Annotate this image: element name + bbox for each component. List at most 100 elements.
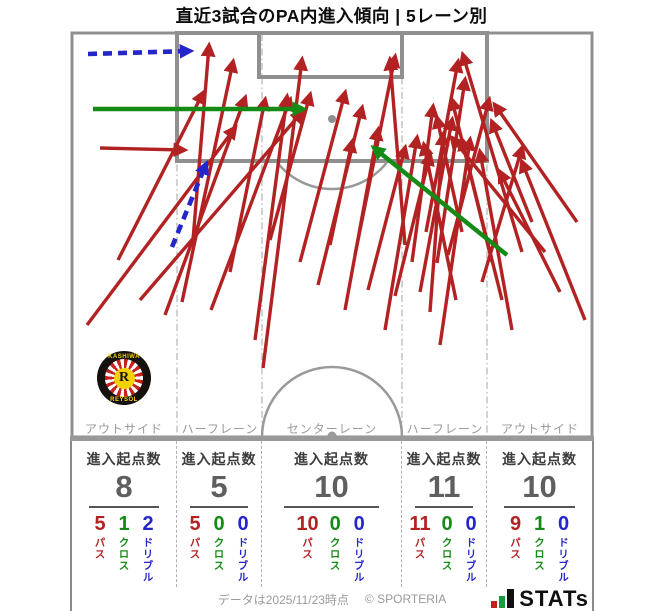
breakdown-cross: 1 クロス xyxy=(532,513,547,583)
stats-col-half-left: 進入起点数 5 5 パス 0 クロス 0 ドリブル xyxy=(177,441,262,587)
arrow-pass xyxy=(438,135,476,346)
divider-rule xyxy=(190,505,248,508)
metric-label: 進入起点数 xyxy=(294,451,369,467)
arrow-pass xyxy=(428,130,450,313)
cross-count: 0 xyxy=(441,512,453,535)
breakdown-dribble: 0 ドリブル xyxy=(352,513,367,583)
dribble-count: 0 xyxy=(465,512,477,535)
metric-label: 進入起点数 xyxy=(181,451,257,467)
pass-label: パス xyxy=(413,536,426,560)
arrow-pass xyxy=(446,95,494,256)
center-circle xyxy=(260,365,404,438)
arrow-pass xyxy=(261,55,309,369)
origins-count: 10 xyxy=(522,469,557,504)
pass-count: 10 xyxy=(296,512,319,535)
breakdown-dribble: 0 ドリブル xyxy=(236,513,251,583)
breakdown-pass: 9 パス xyxy=(508,513,523,583)
origins-count: 10 xyxy=(314,469,349,504)
arrow-pass xyxy=(180,57,239,303)
breakdown-cross: 1 クロス xyxy=(117,513,132,583)
arrow-pass xyxy=(99,142,189,158)
cross-count: 1 xyxy=(533,512,546,535)
arrow-pass xyxy=(191,41,216,241)
pass-label: パス xyxy=(93,536,106,560)
origins-count: 5 xyxy=(210,469,228,504)
arrow-pass xyxy=(480,143,527,283)
cross-label: クロス xyxy=(117,536,130,572)
arrow-pass xyxy=(253,92,294,341)
arrow-pass xyxy=(209,95,294,311)
penalty-spot xyxy=(328,115,336,123)
pass-count: 11 xyxy=(409,512,431,535)
footer: データは2025/11/23時点 © SPORTERIA STATs xyxy=(72,587,592,611)
arrow-pass xyxy=(457,135,504,301)
arrow-pass xyxy=(116,89,206,261)
breakdown-pass: 5 パス xyxy=(188,513,203,583)
breakdown: 9 パス 1 クロス 0 ドリブル xyxy=(487,513,592,583)
dribble-label: ドリブル xyxy=(464,536,477,583)
arrow-pass xyxy=(383,133,423,331)
arrow-pass xyxy=(458,50,524,253)
brand-wordmark: STATs xyxy=(519,586,589,611)
stats-col-center: 進入起点数 10 10 パス 0 クロス 0 ドリブル xyxy=(262,441,402,587)
pass-count: 5 xyxy=(94,512,106,535)
arrow-pass xyxy=(518,157,587,321)
breakdown: 5 パス 1 クロス 2 ドリブル xyxy=(72,513,176,583)
dribble-label: ドリブル xyxy=(236,536,249,583)
lane-stats-row: 進入起点数 8 5 パス 1 クロス 2 ドリブル xyxy=(72,441,592,587)
stats-col-half-right: 進入起点数 11 11 パス 0 クロス 0 ドリブル xyxy=(402,441,487,587)
metric-label: 進入起点数 xyxy=(406,451,482,467)
metric-label: 進入起点数 xyxy=(502,451,577,467)
breakdown-dribble: 0 ドリブル xyxy=(556,513,571,583)
team-logo-top-text: KASHIWA xyxy=(108,353,140,360)
dribble-count: 0 xyxy=(353,512,365,535)
metric-label: 進入起点数 xyxy=(86,451,162,467)
origins-count: 8 xyxy=(115,469,133,504)
pass-label: パス xyxy=(301,536,313,560)
arrow-pass xyxy=(163,93,249,316)
pass-label: パス xyxy=(509,536,521,560)
breakdown: 5 パス 0 クロス 0 ドリブル xyxy=(177,513,261,583)
page-title: 直近3試合のPA内進入傾向 | 5レーン別 xyxy=(175,6,488,26)
dribble-count: 0 xyxy=(557,512,570,535)
bar-chart-icon xyxy=(491,589,515,609)
cross-label: クロス xyxy=(212,536,225,572)
team-logo-monogram: R xyxy=(113,367,135,389)
cross-count: 0 xyxy=(213,512,225,535)
stats-col-outside-right: 進入起点数 10 9 パス 1 クロス 0 ドリブル xyxy=(487,441,592,587)
breakdown-pass: 10 パス xyxy=(296,513,318,583)
goal-area xyxy=(257,31,404,79)
breakdown: 10 パス 0 クロス 0 ドリブル xyxy=(262,513,401,583)
red-bar-icon xyxy=(491,601,498,608)
divider-rule xyxy=(415,505,473,508)
team-logo-sun-rays: R xyxy=(105,359,143,397)
divider-rule xyxy=(88,505,160,508)
dribble-label: ドリブル xyxy=(557,536,569,583)
divider-rule xyxy=(503,505,576,508)
arrow-pass xyxy=(488,117,534,223)
cross-label: クロス xyxy=(440,536,453,572)
lane-label-center: センターレーン xyxy=(286,422,378,436)
arrow-pass xyxy=(418,140,458,301)
team-logo-ring: KASHIWA R REYSOL xyxy=(97,351,151,405)
black-bar-icon xyxy=(507,589,515,608)
lane-label-half-left: ハーフレーン xyxy=(181,422,259,436)
cross-label: クロス xyxy=(533,536,545,572)
arrow-pass xyxy=(328,137,358,246)
data-note: データは2025/11/23時点 xyxy=(217,592,349,607)
breakdown-pass: 5 パス xyxy=(93,513,108,583)
arrow-pass xyxy=(268,90,315,241)
lane-label-outside-left: アウトサイド xyxy=(84,422,164,436)
divider-rule xyxy=(284,505,379,508)
team-logo: KASHIWA R REYSOL xyxy=(97,351,151,405)
copyright: © SPORTERIA xyxy=(364,592,447,606)
pitch-map xyxy=(70,31,594,441)
pass-count: 5 xyxy=(189,512,201,535)
center-spot xyxy=(327,431,337,441)
dribble-count: 0 xyxy=(237,512,249,535)
green-bar-icon xyxy=(499,596,506,608)
arrow-dribble xyxy=(87,43,195,59)
breakdown: 11 パス 0 クロス 0 ドリブル xyxy=(402,513,486,583)
lane-stats-table: 進入起点数 8 5 パス 1 クロス 2 ドリブル xyxy=(70,441,594,611)
